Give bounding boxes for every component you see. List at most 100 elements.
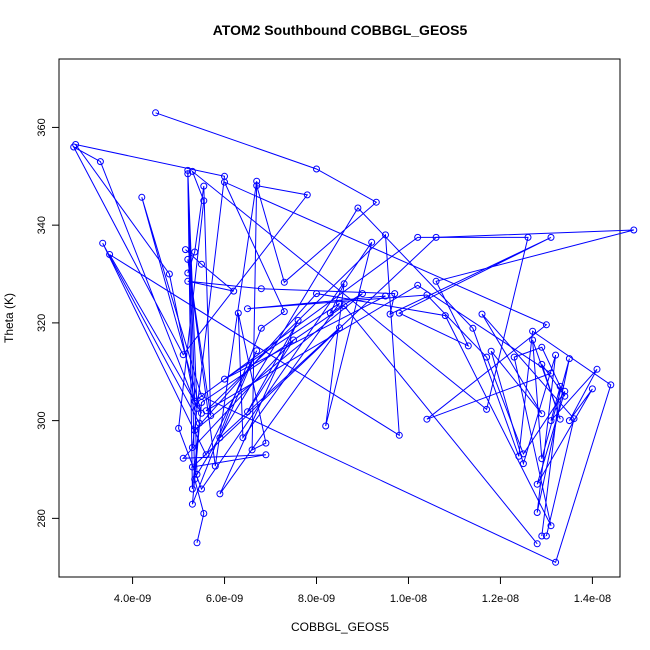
data-point [432, 277, 440, 285]
data-point [234, 309, 242, 317]
data-point [244, 305, 251, 313]
data-point [188, 485, 196, 493]
data-point [533, 480, 541, 488]
data-point [216, 434, 224, 442]
data-point [184, 166, 192, 174]
data-point [216, 490, 224, 498]
data-point [565, 355, 573, 363]
data-point [211, 462, 219, 470]
data-point [165, 270, 173, 278]
data-point [179, 454, 187, 462]
data-point [188, 463, 196, 471]
data-point [191, 397, 199, 405]
series-line-4 [102, 173, 634, 543]
data-point [313, 290, 320, 298]
data-point [372, 198, 380, 206]
data-point [200, 510, 208, 517]
data-point [303, 191, 311, 199]
data-point [414, 233, 422, 241]
data-point [198, 260, 205, 268]
y-axis-label: Theta (K) [2, 293, 16, 343]
data-point [191, 248, 199, 256]
data-point [538, 343, 546, 351]
data-point [182, 246, 189, 254]
data-point [432, 233, 440, 241]
data-point [248, 446, 256, 454]
data-point [290, 336, 297, 344]
data-point [193, 539, 201, 547]
data-point [188, 500, 196, 508]
data-point [533, 509, 541, 516]
data-point [191, 426, 199, 434]
x-tick-label: 4.0e-09 [114, 593, 151, 605]
data-point [538, 532, 546, 540]
x-tick-label: 6.0e-09 [206, 593, 243, 605]
data-point [313, 165, 320, 173]
data-point [253, 347, 261, 355]
data-point [630, 226, 638, 234]
data-point [478, 310, 486, 318]
data-point [198, 485, 205, 493]
y-tick-label: 300 [36, 411, 48, 429]
data-point [336, 324, 343, 332]
data-point [561, 392, 569, 400]
data-point [280, 278, 288, 286]
series-points [70, 109, 638, 566]
data-point [510, 353, 518, 361]
data-point [179, 351, 187, 359]
data-point [519, 460, 527, 468]
x-tick-label: 8.0e-09 [298, 593, 335, 605]
data-point [200, 197, 208, 205]
data-point [542, 532, 550, 540]
data-point [547, 417, 555, 425]
data-point [184, 255, 192, 263]
data-point [200, 182, 208, 190]
data-point [524, 233, 532, 241]
data-point [423, 291, 431, 299]
data-point [519, 450, 527, 458]
x-tick-label: 1.4e-08 [574, 593, 611, 605]
data-point [230, 287, 238, 295]
data-point [138, 193, 146, 201]
data-point [322, 422, 330, 430]
data-point [184, 277, 192, 285]
data-point [294, 316, 302, 324]
data-point [441, 312, 449, 320]
y-tick-label: 360 [36, 118, 48, 136]
series-line-1 [72, 112, 612, 563]
x-tick-label: 1.0e-08 [390, 593, 427, 605]
data-point [202, 451, 210, 459]
chart-title: ATOM2 Southbound COBBGL_GEOS5 [213, 22, 468, 38]
data-point [99, 239, 107, 247]
data-point [547, 233, 555, 241]
data-point [395, 431, 403, 439]
data-point [391, 290, 399, 298]
data-point [565, 417, 573, 425]
data-point [538, 360, 546, 368]
data-point [193, 404, 201, 412]
data-point [188, 444, 196, 451]
data-point [221, 172, 228, 180]
data-point [326, 309, 334, 317]
y-tick-label: 340 [36, 216, 48, 234]
data-point [359, 290, 366, 298]
data-point [184, 170, 192, 178]
data-point [538, 410, 546, 418]
data-point [464, 342, 472, 350]
data-point [487, 347, 495, 355]
data-point [336, 299, 343, 307]
data-point [106, 251, 114, 258]
data-point [395, 309, 403, 317]
data-point [552, 351, 560, 359]
series-line-2 [74, 143, 575, 537]
data-point [469, 324, 477, 332]
data-point [354, 204, 362, 212]
data-point [529, 327, 537, 335]
data-point [556, 415, 564, 423]
data-point [262, 439, 270, 447]
x-tick-label: 1.2e-08 [482, 593, 519, 605]
data-point [152, 109, 160, 117]
data-point [570, 415, 578, 423]
data-point [253, 177, 261, 185]
